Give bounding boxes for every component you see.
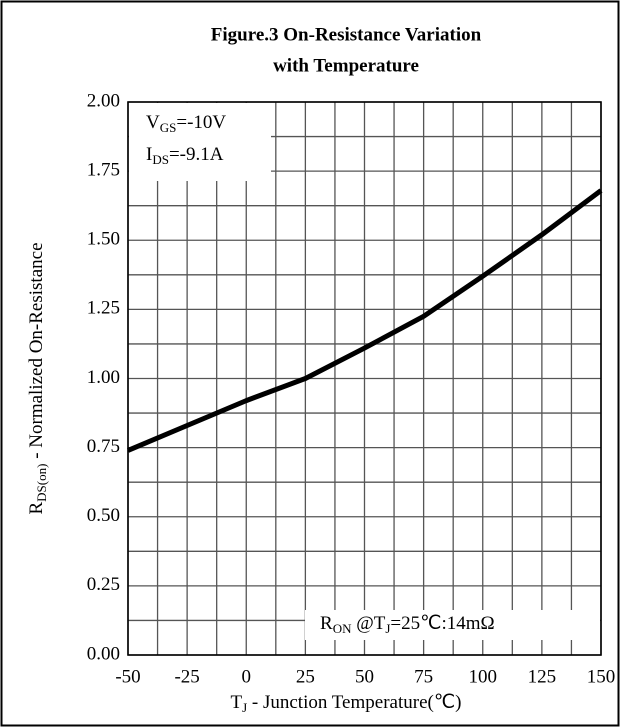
x-tick-label: 100	[469, 666, 498, 687]
subscript: ON	[333, 621, 352, 636]
text-part: T	[230, 692, 242, 713]
annotation: IDS=-9.1A	[146, 144, 224, 167]
text-part: R	[320, 613, 333, 634]
text-part: =25℃:14mΩ	[390, 613, 494, 634]
y-tick-label: 0.25	[87, 574, 120, 595]
x-tick-label: 0	[242, 666, 252, 687]
y-tick-label: 2.00	[87, 90, 120, 111]
annotation: RON @TJ=25℃:14mΩ	[320, 613, 495, 636]
text-part: =-9.1A	[169, 144, 224, 165]
y-tick-label: 1.00	[87, 367, 120, 388]
text-part: R	[26, 502, 47, 515]
data-line	[127, 188, 603, 453]
text-part: @T	[351, 613, 385, 634]
subscript: DS	[152, 152, 169, 167]
annotation: VGS=-10V	[146, 112, 226, 135]
y-tick-label: 0.50	[87, 505, 120, 526]
text-part: V	[146, 112, 160, 133]
annotation-box	[305, 610, 600, 640]
x-tick-label: 150	[587, 666, 616, 687]
x-tick-label: 75	[414, 666, 433, 687]
subscript: J	[242, 700, 247, 715]
x-tick-label: 125	[528, 666, 557, 687]
y-tick-label: 1.25	[87, 298, 120, 319]
annotation-box	[129, 103, 271, 181]
x-tick-label: -25	[174, 666, 199, 687]
plot-border	[127, 101, 602, 656]
text-part: I	[146, 144, 152, 165]
subscript: GS	[160, 120, 177, 135]
y-tick-label: 1.75	[87, 159, 120, 180]
x-tick-label: -50	[115, 666, 140, 687]
subscript: J	[385, 621, 390, 636]
chart-title: with Temperature	[273, 55, 419, 76]
x-tick-label: 25	[296, 666, 315, 687]
y-tick-label: 0.00	[87, 643, 120, 664]
subscript: DS(on)	[34, 464, 49, 502]
x-tick-label: 50	[355, 666, 374, 687]
x-axis-label: TJ - Junction Temperature(℃)	[230, 692, 461, 715]
text-part: - Normalized On-Resistance	[26, 242, 47, 463]
text-part: - Junction Temperature(℃)	[247, 692, 461, 713]
y-tick-label: 1.50	[87, 229, 120, 250]
y-tick-label: 0.75	[87, 436, 120, 457]
y-axis-label: RDS(on) - Normalized On-Resistance	[26, 242, 49, 514]
text-part: =-10V	[176, 112, 226, 133]
chart-title: Figure.3 On-Resistance Variation	[211, 24, 482, 45]
